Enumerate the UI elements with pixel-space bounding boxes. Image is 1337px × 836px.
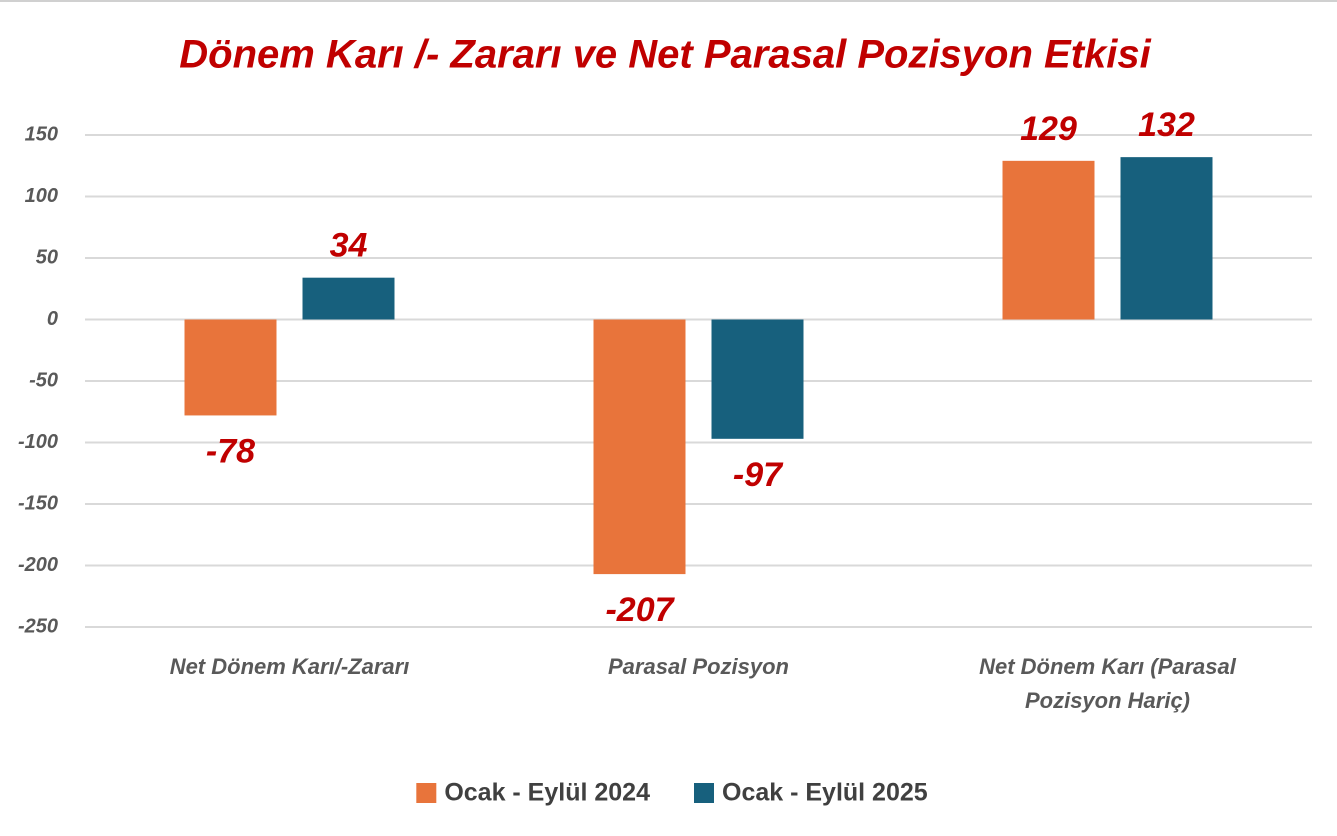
- legend-swatch: [694, 783, 714, 803]
- bar: [593, 319, 686, 575]
- x-tick-label: Parasal Pozisyon: [608, 654, 789, 679]
- y-tick-label: 50: [36, 246, 58, 268]
- y-tick-label: -150: [18, 492, 58, 514]
- x-tick-label: Net Dönem Karı (Parasal Pozisyon Hariç): [979, 654, 1236, 713]
- y-tick-label: -200: [18, 554, 58, 576]
- y-tick-label: -50: [29, 369, 58, 391]
- y-tick-label: 150: [25, 123, 58, 145]
- y-tick-label: -250: [18, 615, 58, 637]
- data-label: 132: [1138, 106, 1195, 144]
- data-label: 129: [1020, 110, 1077, 148]
- legend-swatch: [416, 783, 437, 803]
- data-label: -97: [733, 456, 784, 494]
- y-tick-label: 100: [25, 185, 58, 207]
- legend-label: Ocak - Eylül 2024: [444, 779, 650, 807]
- bar: [711, 319, 804, 439]
- y-tick-label: -100: [18, 431, 58, 453]
- y-tick-label: 0: [47, 308, 58, 330]
- data-label: -207: [605, 591, 675, 629]
- bar: [1002, 160, 1095, 320]
- chart-title: Dönem Karı /- Zararı ve Net Parasal Pozi…: [179, 33, 1151, 77]
- bar: [1120, 157, 1213, 320]
- data-label: -78: [206, 432, 255, 470]
- bar: [302, 277, 395, 320]
- legend-item: Ocak - Eylül 2025: [694, 779, 928, 807]
- bar: [184, 319, 277, 416]
- data-label: 34: [330, 227, 368, 265]
- legend-label: Ocak - Eylül 2025: [722, 779, 928, 807]
- legend-item: Ocak - Eylül 2024: [416, 779, 650, 807]
- x-tick-label: Net Dönem Karı/-Zararı: [169, 654, 410, 679]
